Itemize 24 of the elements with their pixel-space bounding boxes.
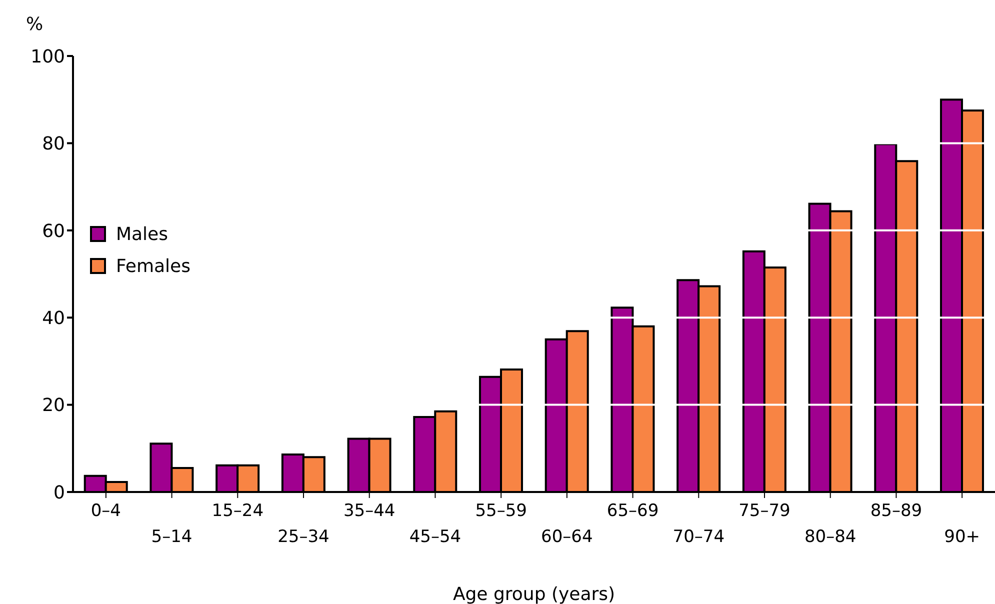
x-tick-label: 5–14 bbox=[151, 527, 192, 547]
x-tick-label: 75–79 bbox=[738, 501, 790, 521]
x-tick-label: 35–44 bbox=[343, 501, 396, 521]
x-tick-label: 45–54 bbox=[409, 527, 462, 547]
y-tick-label: 100 bbox=[30, 46, 65, 68]
x-tick-label: 15–24 bbox=[212, 501, 264, 521]
x-axis-title: Age group (years) bbox=[452, 584, 616, 604]
x-tick-label: 70–74 bbox=[672, 527, 725, 547]
legend-label: Females bbox=[116, 256, 190, 276]
y-tick-label: 60 bbox=[42, 220, 65, 242]
x-tick-label: 60–64 bbox=[541, 527, 593, 547]
y-tick-label: 20 bbox=[42, 395, 65, 416]
x-tick-label: 25–34 bbox=[278, 527, 330, 547]
x-tick-label: 85–89 bbox=[870, 501, 922, 521]
x-tick-label: 55–59 bbox=[475, 501, 527, 521]
y-tick-label: 40 bbox=[42, 308, 65, 329]
x-tick-label: 90+ bbox=[944, 527, 980, 547]
x-tick-label: 80–84 bbox=[804, 527, 856, 547]
y-tick-label: 0 bbox=[54, 482, 65, 504]
x-tick-label: 65–69 bbox=[606, 501, 659, 521]
y-axis-title: % bbox=[26, 14, 44, 35]
legend-label: Males bbox=[116, 224, 168, 244]
y-tick-label: 80 bbox=[42, 134, 65, 155]
x-tick-label: 0–4 bbox=[90, 501, 121, 521]
